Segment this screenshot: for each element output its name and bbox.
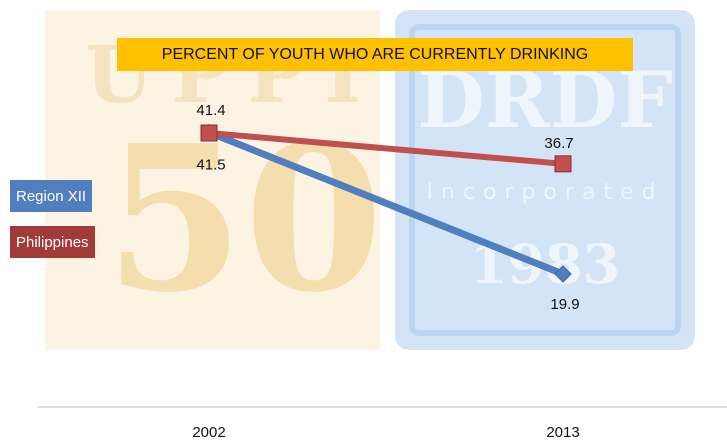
legend-item-philippines: Philippines bbox=[10, 226, 95, 258]
drdf-watermark-subtext: Incorporated bbox=[426, 180, 664, 205]
data-label-region-xii-2013: 19.9 bbox=[550, 296, 579, 313]
marker-philippines-2002 bbox=[200, 124, 218, 142]
marker-region-xii-2013 bbox=[554, 265, 572, 283]
legend-item-region-xii: Region XII bbox=[10, 180, 93, 212]
uppi-watermark-number: 50 bbox=[105, 102, 384, 337]
data-label-philippines-2002: 41.4 bbox=[196, 102, 225, 119]
x-tick-label-2002: 2002 bbox=[192, 424, 225, 441]
series-line-philippines bbox=[206, 130, 566, 167]
marker-philippines-2013 bbox=[554, 155, 572, 173]
chart-title: PERCENT OF YOUTH WHO ARE CURRENTLY DRINK… bbox=[117, 38, 633, 71]
series-line-region-xii bbox=[205, 128, 567, 278]
series-layer: 41.5 19.9 41.4 36.7 bbox=[196, 102, 579, 313]
x-tick-label-2013: 2013 bbox=[546, 424, 579, 441]
data-label-philippines-2013: 36.7 bbox=[544, 135, 573, 152]
x-tick-labels: 2002 2013 bbox=[192, 424, 579, 441]
drdf-watermark-frame bbox=[409, 24, 681, 336]
data-label-region-xii-2002: 41.5 bbox=[196, 156, 225, 173]
